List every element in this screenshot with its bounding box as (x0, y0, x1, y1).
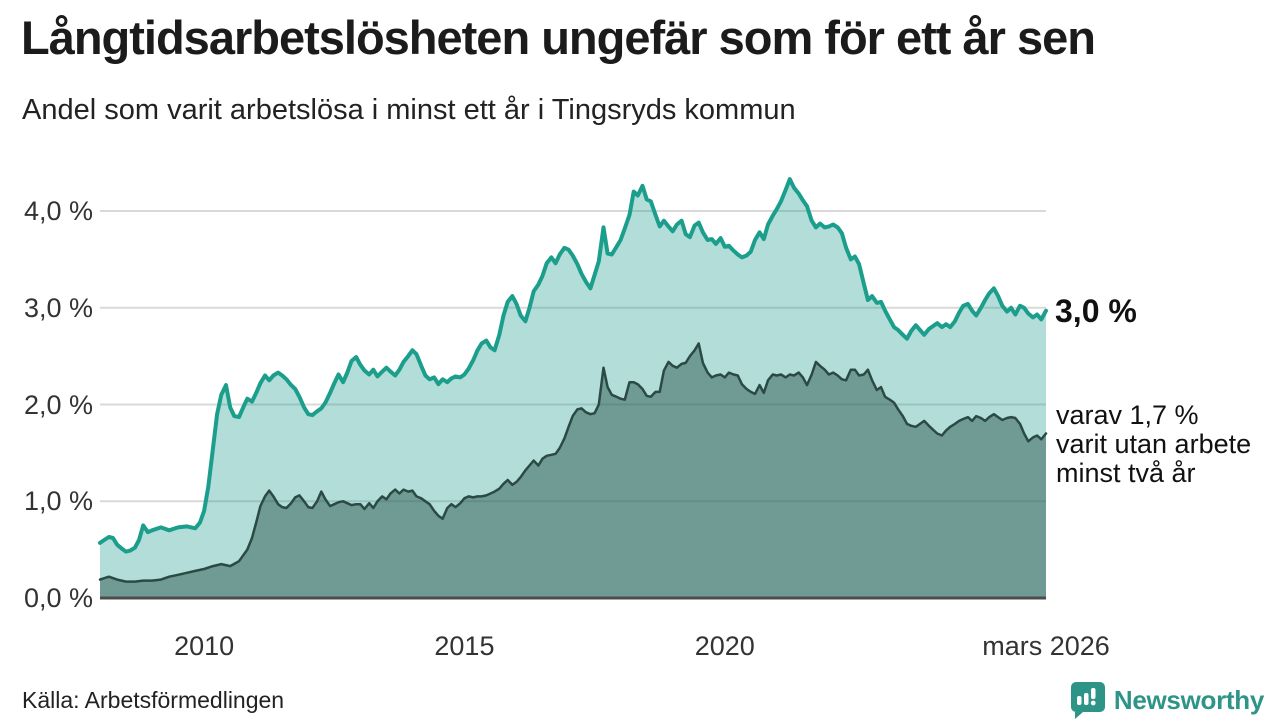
newsworthy-logo-icon (1070, 682, 1105, 719)
y-tick-label: 1,0 % (23, 486, 93, 517)
annotation-line: varav 1,7 % (1056, 400, 1199, 430)
series-line (98, 342, 1048, 583)
series-end-label-one-year: 3,0 % (1055, 293, 1137, 329)
y-tick-label: 0,0 % (23, 583, 93, 613)
area-fill (100, 179, 1046, 598)
y-tick-label: 2,0 % (23, 389, 93, 420)
x-tick-label: 2020 (694, 631, 755, 661)
series-line (98, 177, 1048, 554)
series-end-label-two-year: varav 1,7 % varit utan arbete minst två … (1056, 401, 1251, 488)
x-tick-label: 2015 (434, 631, 495, 661)
y-tick-label: 4,0 % (23, 196, 93, 226)
newsworthy-brand: Newsworthy (1069, 681, 1264, 720)
area-fill (100, 343, 1046, 598)
source-note: Källa: Arbetsförmedlingen (22, 687, 285, 713)
x-tick-label: mars 2026 (982, 631, 1110, 661)
x-tick-label: 2010 (174, 631, 235, 661)
page-subtitle: Andel som varit arbetslösa i minst ett å… (22, 94, 796, 126)
page-title: Långtidsarbetslösheten ungefär som för e… (21, 11, 1096, 64)
annotation-line: varit utan arbete (1056, 429, 1252, 459)
annotation-line: minst två år (1056, 458, 1196, 488)
newsworthy-logo-text: Newsworthy (1113, 685, 1264, 715)
y-tick-label: 3,0 % (23, 292, 93, 323)
